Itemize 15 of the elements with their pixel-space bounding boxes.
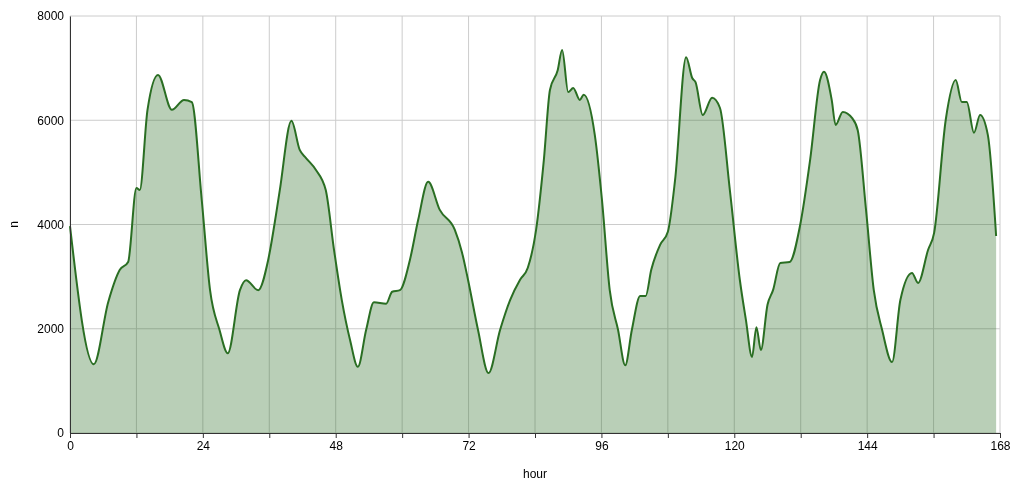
y-tick-label: 6000 xyxy=(37,113,65,128)
x-tick-label: 24 xyxy=(196,438,211,453)
x-tick-label: 96 xyxy=(595,438,609,453)
x-tick-label: 0 xyxy=(67,438,75,453)
y-axis-title: n xyxy=(7,221,21,228)
x-axis-title: hour xyxy=(522,467,548,481)
x-tick-label: 168 xyxy=(990,438,1011,453)
x-tick-label: 48 xyxy=(329,438,344,453)
x-tick-label: 72 xyxy=(462,438,477,453)
x-tick-label: 144 xyxy=(857,438,878,453)
y-tick-label: 8000 xyxy=(37,9,65,24)
y-tick-label: 4000 xyxy=(37,217,65,232)
y-tick-label: 0 xyxy=(57,426,65,441)
y-tick-label: 2000 xyxy=(37,322,65,337)
x-tick-label: 120 xyxy=(724,438,746,453)
